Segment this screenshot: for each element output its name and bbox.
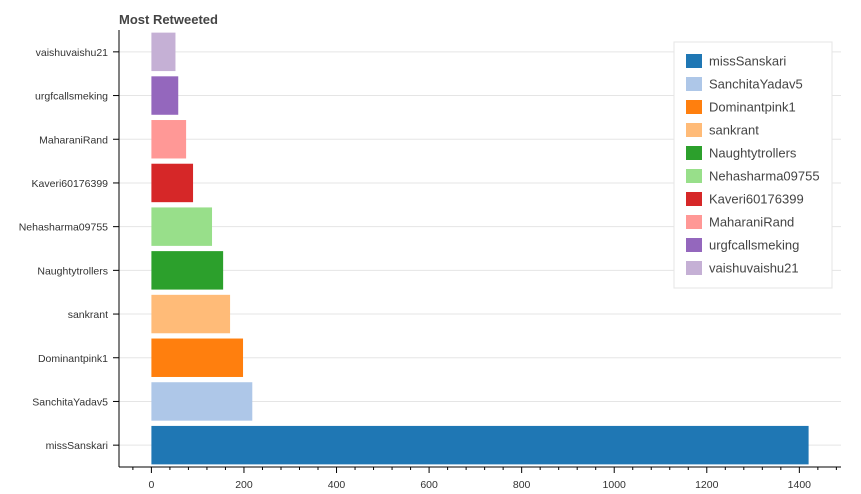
- y-tick-label: urgfcallsmeking: [35, 91, 108, 103]
- legend-label: Kaveri60176399: [709, 192, 804, 207]
- legend-swatch: [686, 261, 702, 275]
- y-tick-label: Kaveri60176399: [32, 178, 109, 190]
- legend-swatch: [686, 238, 702, 252]
- bar-sankrant: [151, 294, 231, 334]
- bar-Dominantpink1: [151, 338, 244, 377]
- legend-label: vaishuvaishu21: [709, 261, 799, 276]
- legend: missSanskari SanchitaYadav5 Dominantpink1 s…: [673, 41, 833, 289]
- x-tick-label: 400: [328, 479, 346, 491]
- legend-label: urgfcallsmeking: [709, 238, 799, 253]
- y-tick-label: MaharaniRand: [39, 134, 108, 146]
- legend-label: SanchitaYadav5: [709, 77, 803, 92]
- legend-swatch: [686, 169, 702, 183]
- bar-vaishuvaishu21: [151, 32, 176, 72]
- bar-Naughtytrollers: [151, 251, 224, 290]
- x-tick-label: 800: [513, 479, 531, 491]
- legend-label: MaharaniRand: [709, 215, 794, 230]
- legend-swatch: [686, 77, 702, 91]
- y-tick-label: SanchitaYadav5: [32, 396, 108, 408]
- x-tick-label: 1000: [603, 479, 627, 491]
- y-tick-label: vaishuvaishu21: [36, 47, 109, 59]
- chart-title: Most Retweeted: [119, 12, 218, 27]
- x-tick-label: 1200: [695, 479, 719, 491]
- y-tick-label: missSanskari: [46, 440, 108, 452]
- bars-group: [151, 32, 809, 465]
- legend-label: missSanskari: [709, 54, 786, 69]
- y-axis: missSanskari SanchitaYadav5 Dominantpink1 s…: [19, 30, 120, 467]
- legend-swatch: [686, 192, 702, 206]
- y-tick-label: sankrant: [68, 309, 108, 321]
- y-tick-label: Dominantpink1: [38, 353, 108, 365]
- legend-label: Nehasharma09755: [709, 169, 820, 184]
- legend-label: Dominantpink1: [709, 100, 796, 115]
- x-tick-label: 0: [148, 479, 154, 491]
- bar-urgfcallsmeking: [151, 76, 179, 115]
- bar-MaharaniRand: [151, 120, 187, 159]
- y-tick-label: Nehasharma09755: [19, 222, 108, 234]
- bar-missSanskari: [151, 425, 809, 465]
- x-tick-label: 1400: [788, 479, 812, 491]
- bar-SanchitaYadav5: [151, 382, 253, 421]
- x-tick-label: 600: [420, 479, 438, 491]
- bar-Kaveri60176399: [151, 163, 194, 203]
- legend-swatch: [686, 146, 702, 160]
- legend-swatch: [686, 215, 702, 229]
- legend-label: sankrant: [709, 123, 759, 138]
- legend-swatch: [686, 54, 702, 68]
- y-tick-label: Naughtytrollers: [37, 265, 108, 277]
- x-tick-label: 200: [235, 479, 253, 491]
- legend-swatch: [686, 123, 702, 137]
- legend-label: Naughtytrollers: [709, 146, 797, 161]
- x-axis: 0 200 400 600 800 1000 1200 1400: [119, 466, 841, 491]
- bar-Nehasharma09755: [151, 207, 213, 246]
- legend-swatch: [686, 100, 702, 114]
